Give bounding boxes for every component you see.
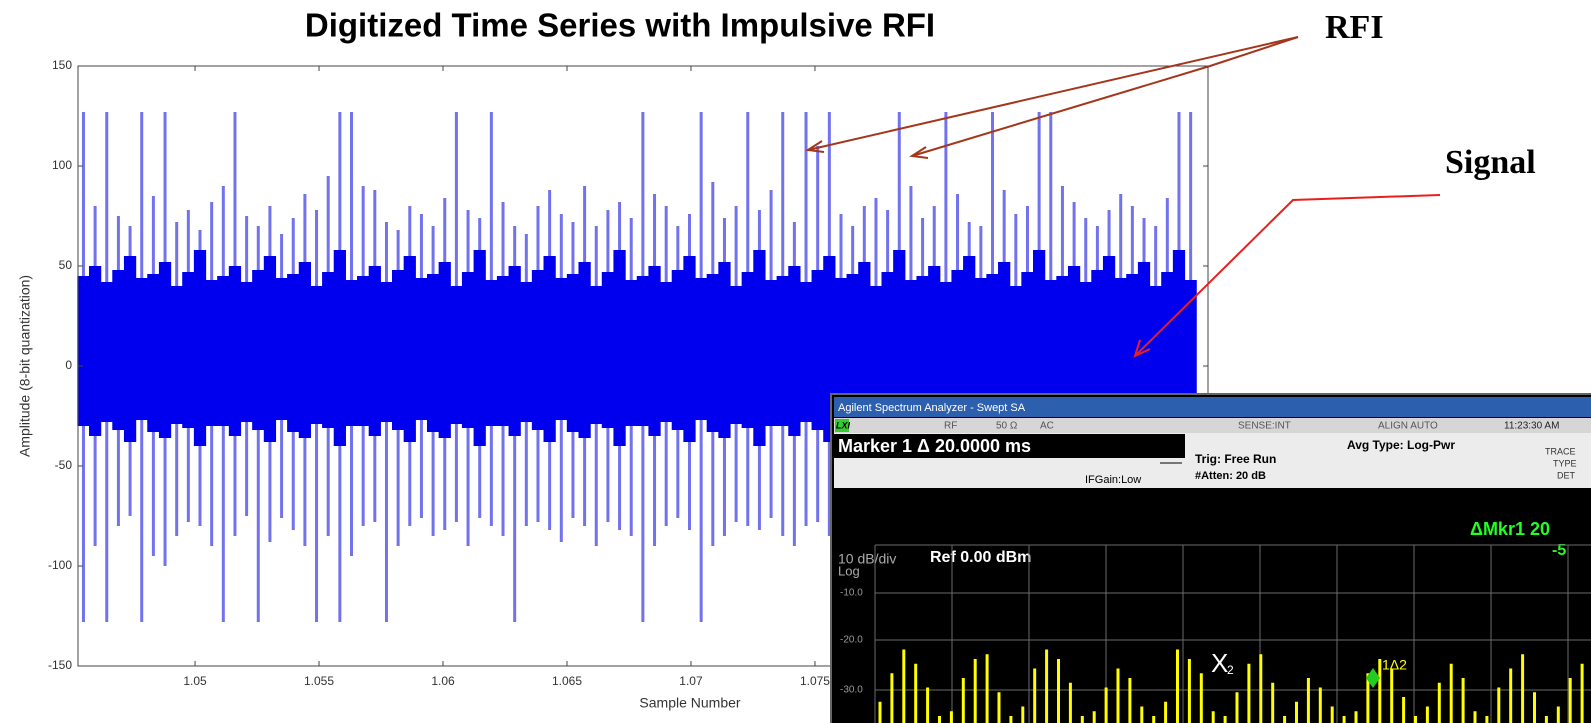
y-tick-label: -150 [48, 658, 72, 672]
avg-type: Avg Type: Log-Pwr [1347, 438, 1455, 452]
x-tick-label: 1.075 [800, 674, 830, 688]
y-tick-label: -100 [48, 558, 72, 572]
slide: Digitized Time Series with Impulsive RFI… [0, 0, 1591, 723]
y-tick-label: 100 [52, 158, 72, 172]
reference-level: Ref 0.00 dBm [930, 549, 1031, 566]
x-tick-label: 1.05 [183, 674, 207, 688]
window-title: Agilent Spectrum Analyzer - Swept SA [838, 402, 1026, 414]
trace-label: TYPE [1553, 458, 1577, 468]
spectrum-analyzer: Agilent Spectrum Analyzer - Swept SA LXI… [831, 394, 1591, 723]
y-tick-label: 150 [52, 58, 72, 72]
y-tick-label: -50 [55, 458, 73, 472]
x-tick-label: 1.06 [431, 674, 455, 688]
chart-title: Digitized Time Series with Impulsive RFI [305, 7, 935, 44]
x-tick-label: 1.055 [304, 674, 334, 688]
marker-x-sub: 2 [1227, 663, 1234, 677]
grid-label: -10.0 [840, 588, 863, 599]
annotation: Signal [1445, 144, 1536, 181]
x-tick-label: 1.065 [552, 674, 582, 688]
x-tick-label: 1.07 [679, 674, 703, 688]
grid-label: -30.0 [840, 685, 863, 696]
marker-x: X [1211, 648, 1228, 678]
rfi-arrows [808, 37, 1298, 158]
status: SENSE:INT [1238, 421, 1291, 432]
status: AC [1040, 421, 1054, 432]
y-axis-label: Amplitude (8-bit quantization) [17, 275, 33, 457]
y-tick-label: 0 [65, 358, 72, 372]
marker-readout: Marker 1 Δ 20.0000 ms [838, 436, 1031, 456]
scale-type: Log [838, 563, 860, 578]
trigger: Trig: Free Run [1195, 452, 1276, 466]
status: RF [944, 421, 957, 432]
marker-delta: 1Δ2 [1382, 657, 1407, 673]
status: LXI [836, 420, 851, 430]
if-gain: IFGain:Low [1085, 474, 1141, 486]
status: 50 Ω [996, 421, 1018, 432]
y-tick-label: 50 [59, 258, 73, 272]
page: {"chart_data": {"type": "range", "title"… [0, 0, 1591, 723]
trace-label: DET [1557, 470, 1576, 480]
status: ALIGN AUTO [1378, 421, 1438, 432]
grid-label: -20.0 [840, 635, 863, 646]
status: 11:23:30 AM [1504, 421, 1559, 432]
annotation: RFI [1325, 9, 1384, 46]
delta-marker: ΔMkr1 20 [1470, 519, 1550, 539]
attenuation: #Atten: 20 dB [1195, 470, 1266, 482]
x-axis-label: Sample Number [639, 695, 740, 711]
trace-label: TRACE [1545, 446, 1576, 456]
